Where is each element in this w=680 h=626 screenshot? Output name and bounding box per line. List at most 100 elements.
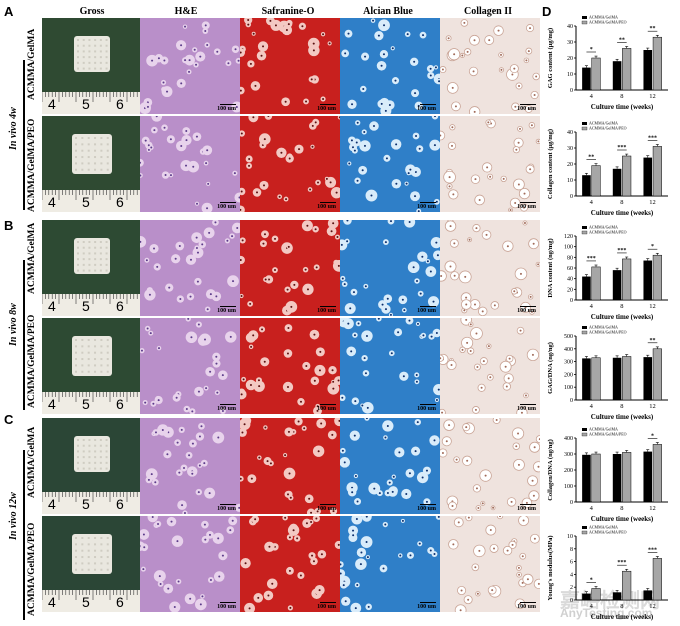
- y-tick-label: 40: [567, 277, 573, 283]
- tile-alcian-row6: 100 um: [340, 516, 440, 612]
- bar: [622, 48, 632, 91]
- bar: [612, 592, 622, 600]
- ruler-number: 5: [82, 496, 90, 512]
- scale-bar: 100 um: [517, 202, 536, 210]
- legend-label: ACMMA/GelMA/PEO: [589, 126, 627, 131]
- tile-alcian-row3: 100 um: [340, 220, 440, 316]
- bar: [582, 454, 591, 502]
- y-axis-label: GAG content (μg/mg): [547, 28, 554, 88]
- x-tick-label: 4: [590, 93, 594, 100]
- ruler-number: 6: [116, 496, 124, 512]
- panel-letter-a: A: [4, 4, 14, 19]
- column-header-he: H&E: [174, 6, 198, 17]
- significance-label: **: [588, 155, 594, 161]
- scale-bar: 100 um: [417, 602, 436, 610]
- legend-label: ACMMA/GelMA: [589, 121, 618, 126]
- tile-safo-row6: 100 um: [240, 516, 340, 612]
- bar: [591, 453, 601, 503]
- ruler-number: 4: [48, 396, 56, 412]
- scale-bar: 100 um: [317, 202, 336, 210]
- x-tick-label: 4: [590, 505, 594, 512]
- group-brace-8w: [23, 260, 25, 410]
- group-label-4w: In vivo 4w: [8, 107, 19, 150]
- y-tick-label: 20: [567, 287, 573, 293]
- tile-col2-row6: 100 um: [440, 516, 540, 612]
- scale-bar: 100 um: [417, 202, 436, 210]
- legend-label: ACMMA/GelMA: [589, 15, 618, 20]
- legend-label: ACMMA/GelMA: [589, 325, 618, 330]
- x-tick-label: 12: [649, 303, 656, 310]
- significance-label: ***: [617, 248, 626, 254]
- x-tick-label: 8: [620, 303, 623, 310]
- x-axis-label: Culture time (weeks): [591, 413, 654, 421]
- y-tick-label: 200: [564, 468, 573, 474]
- y-tick-label: 100: [564, 484, 573, 490]
- y-tick-label: 60: [567, 266, 573, 272]
- tile-gross-row5: 4 5 6: [42, 418, 142, 514]
- x-tick-label: 4: [590, 199, 594, 206]
- significance-label: *: [590, 47, 593, 53]
- x-tick-label: 12: [649, 603, 656, 610]
- bar: [643, 590, 653, 600]
- scale-bar: 100 um: [417, 404, 436, 412]
- bar: [582, 593, 591, 600]
- significance-label: ***: [648, 135, 657, 141]
- bar: [591, 165, 601, 197]
- ruler-number: 4: [48, 594, 56, 610]
- x-axis-label: Culture time (weeks): [591, 103, 654, 111]
- bar: [612, 168, 622, 196]
- scale-bar: 100 um: [217, 602, 236, 610]
- bar: [652, 558, 662, 601]
- y-axis-label: Young's modulus(MPa): [547, 535, 554, 600]
- y-tick-label: 0: [570, 598, 573, 604]
- panel-letter-b: B: [4, 218, 14, 233]
- tile-col2-row4: 100 um: [440, 318, 540, 414]
- bar: [643, 357, 653, 400]
- tile-he-row3: 100 um: [140, 220, 240, 316]
- y-tick-label: 500: [564, 334, 573, 340]
- bar: [612, 357, 622, 400]
- scale-bar: 100 um: [517, 602, 536, 610]
- tile-alcian-row2: 100 um: [340, 116, 440, 212]
- row-label-8w-peo: ACMMA/GelMA/PEO: [27, 314, 37, 408]
- tile-safo-row4: 100 um: [240, 318, 340, 414]
- column-header-alcian: Alcian Blue: [363, 6, 413, 17]
- y-tick-label: 400: [564, 347, 573, 353]
- bar: [591, 57, 601, 91]
- y-axis-label: Collagen content (μg/mg): [547, 129, 554, 199]
- group-brace-4w: [23, 60, 25, 210]
- legend-swatch: [581, 432, 588, 437]
- legend-swatch: [582, 526, 587, 529]
- bar: [591, 266, 601, 301]
- column-header-collagen: Collagen II: [463, 6, 513, 17]
- y-tick-label: 100: [564, 385, 573, 391]
- scale-bar: 100 um: [417, 504, 436, 512]
- tile-col2-row1: 100 um: [440, 18, 540, 114]
- y-tick-label: 0: [570, 298, 573, 304]
- legend-label: ACMMA/GelMA/PEO: [589, 230, 627, 235]
- legend-swatch: [582, 326, 587, 329]
- tile-safo-row2: 100 um: [240, 116, 340, 212]
- y-tick-label: 4: [570, 572, 573, 578]
- ruler-number: 4: [48, 496, 56, 512]
- legend-swatch: [582, 122, 587, 125]
- y-tick-label: 0: [570, 500, 573, 506]
- watermark-en: AnyTesting.com: [560, 606, 653, 620]
- legend-label: ACMMA/GelMA/PEO: [589, 330, 627, 335]
- x-tick-label: 12: [649, 505, 656, 512]
- y-tick-label: 40: [567, 130, 573, 136]
- y-tick-label: 200: [564, 372, 573, 378]
- scale-bar: 100 um: [217, 306, 236, 314]
- ruler-number: 6: [116, 594, 124, 610]
- x-tick-label: 8: [620, 199, 623, 206]
- bar: [622, 258, 632, 301]
- scale-bar: 100 um: [217, 202, 236, 210]
- tile-safo-row3: 100 um: [240, 220, 340, 316]
- ruler-number: 4: [48, 96, 56, 112]
- column-header-safranine: Safranine-O: [261, 6, 315, 17]
- row-label-12w-gelma: ACMMA/GelMA: [27, 426, 37, 498]
- ruler-number: 6: [116, 396, 124, 412]
- y-tick-label: 400: [564, 436, 573, 442]
- significance-label: *: [651, 244, 654, 250]
